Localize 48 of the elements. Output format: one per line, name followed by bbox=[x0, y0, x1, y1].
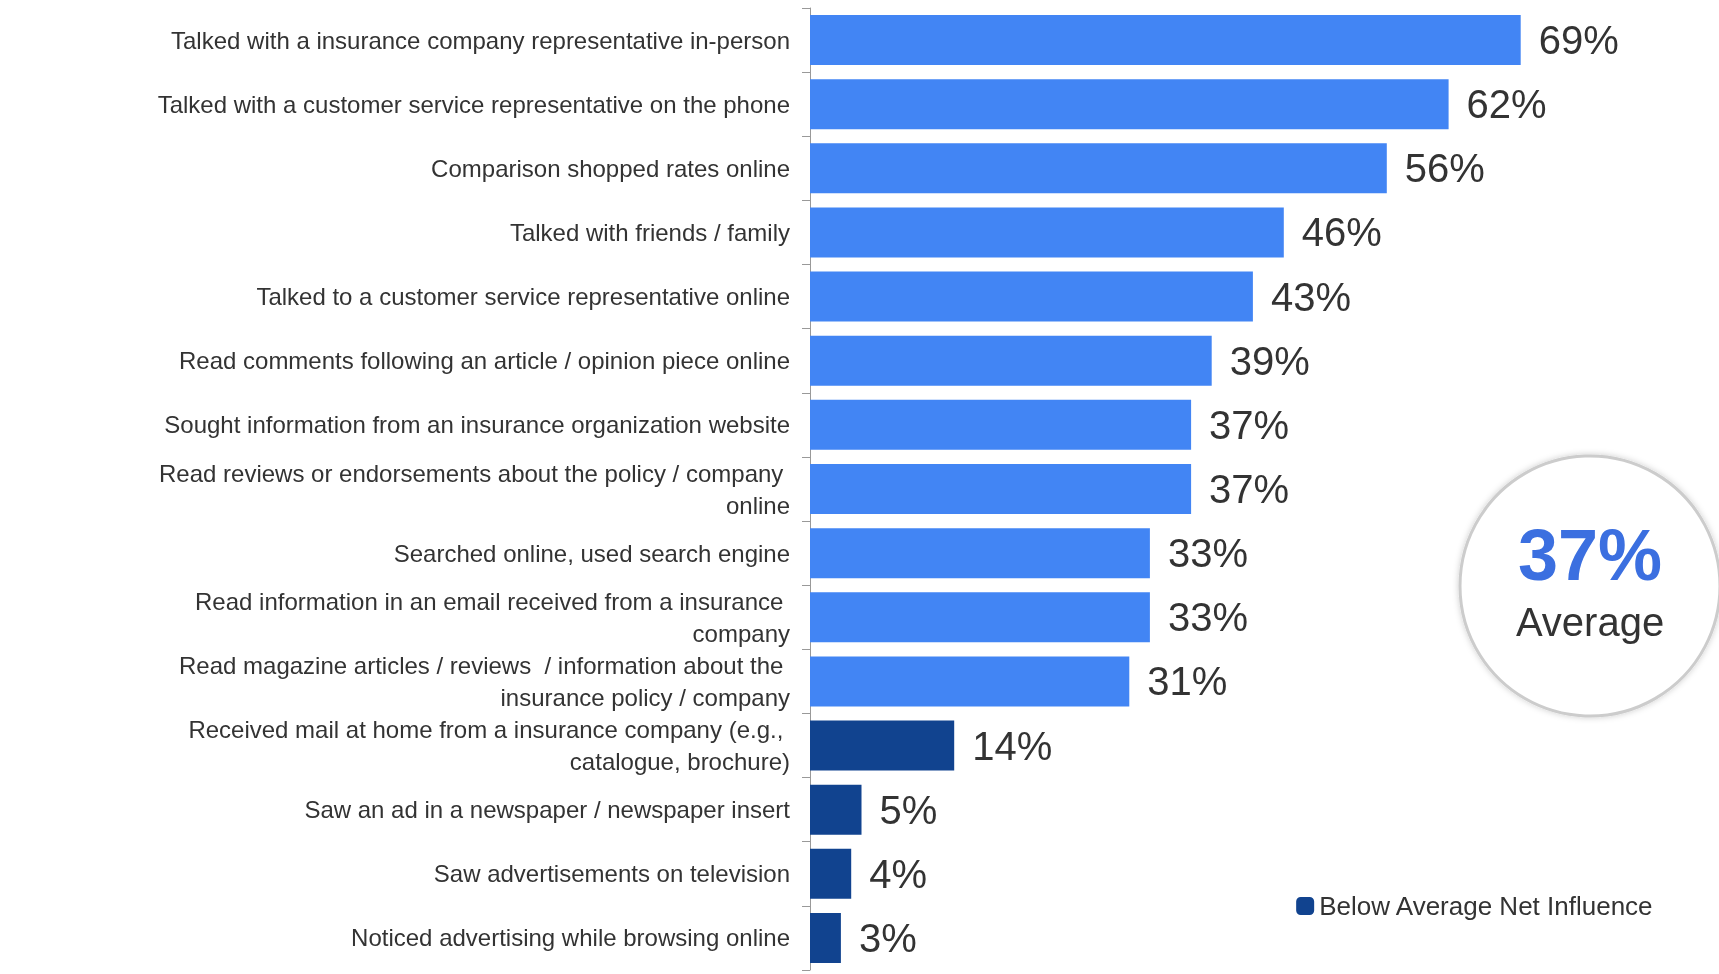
bar bbox=[810, 79, 1449, 130]
y-tick-label: Noticed advertising while browsing online bbox=[351, 924, 790, 952]
data-label: 37% bbox=[1209, 467, 1290, 511]
y-tick-label: Talked with a insurance company representative in-person bbox=[171, 26, 790, 54]
bar bbox=[810, 784, 862, 835]
y-tick-label: Saw advertisements on television bbox=[433, 860, 790, 888]
data-label: 46% bbox=[1301, 210, 1382, 255]
data-label: 14% bbox=[972, 723, 1053, 768]
y-tick-label: Read comments following an article / opinion piece online bbox=[178, 347, 790, 375]
bar bbox=[810, 656, 1130, 707]
y-tick-label: Talked to a customer service representative online bbox=[256, 283, 790, 311]
data-label: 4% bbox=[869, 851, 928, 896]
y-tick-label: Searched online, used search engine bbox=[393, 539, 790, 567]
data-label: 37% bbox=[1209, 402, 1290, 447]
bar bbox=[810, 207, 1284, 258]
y-tick-label: Comparison shopped rates online bbox=[431, 154, 790, 182]
bar bbox=[810, 592, 1150, 643]
data-label: 5% bbox=[879, 787, 938, 832]
bar bbox=[810, 528, 1150, 579]
bar bbox=[810, 912, 841, 963]
bar bbox=[810, 399, 1192, 450]
data-label: 62% bbox=[1466, 82, 1547, 127]
data-label: 39% bbox=[1229, 338, 1310, 383]
bar bbox=[810, 143, 1387, 194]
data-label: 3% bbox=[858, 915, 917, 960]
bar bbox=[810, 848, 852, 899]
y-tick-label: Read reviews or endorsements about the policy / company online bbox=[159, 459, 790, 519]
data-label: 69% bbox=[1538, 18, 1619, 63]
y-tick-label: Talked with friends / family bbox=[509, 218, 790, 246]
data-label: 56% bbox=[1404, 146, 1485, 191]
bar bbox=[810, 464, 1192, 514]
legend-label: Below Average Net Influence bbox=[1319, 891, 1653, 921]
bar bbox=[810, 15, 1521, 66]
y-tick-label: Read magazine articles / reviews / information about the insurance policy / company bbox=[179, 651, 790, 711]
y-tick-label: Sought information from an insurance organization website bbox=[164, 411, 790, 439]
bar bbox=[810, 271, 1253, 322]
data-label: 43% bbox=[1270, 274, 1351, 319]
y-tick-label: Talked with a customer service representative on the phone bbox=[157, 90, 790, 118]
data-label: 31% bbox=[1147, 659, 1228, 704]
data-label: 33% bbox=[1167, 595, 1248, 640]
y-tick-label: Received mail at home from a insurance company (e.g., catalogue, brochure) bbox=[188, 716, 790, 776]
bar bbox=[810, 335, 1212, 386]
annotation: 37% bbox=[1517, 515, 1663, 595]
data-label: 33% bbox=[1167, 531, 1248, 576]
annotation: Average bbox=[1515, 600, 1665, 644]
y-tick-label: Read information in an email received from a insurance company bbox=[195, 587, 790, 647]
bar bbox=[810, 720, 955, 771]
y-tick-label: Saw an ad in a newspaper / newspaper insert bbox=[304, 796, 791, 824]
